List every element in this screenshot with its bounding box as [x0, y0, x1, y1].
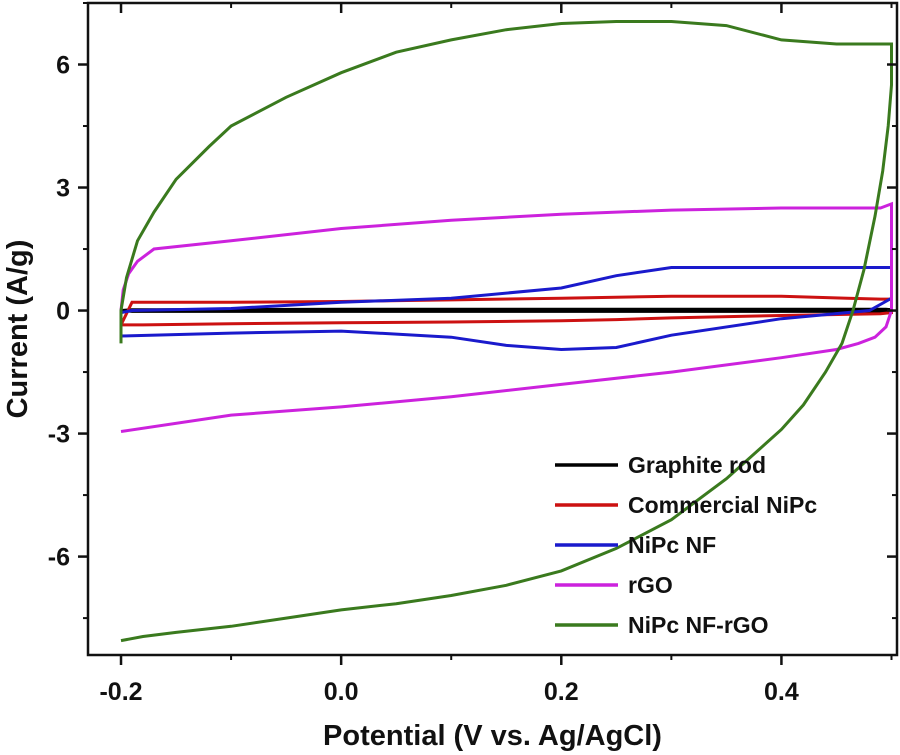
legend-label: Commercial NiPc	[628, 492, 817, 518]
axes: -0.2 0.0 0.2 0.4 -6 -3 0 3 6	[48, 2, 897, 706]
legend-label: Graphite rod	[628, 452, 766, 478]
y-tick-label: 6	[56, 52, 70, 80]
series-line-5	[119, 20, 893, 643]
legend-label: rGO	[628, 572, 673, 598]
x-tick-label: 0.4	[764, 678, 799, 706]
x-tick-label: 0.0	[324, 678, 359, 706]
y-tick-label: -3	[48, 421, 70, 449]
y-tick-label: 3	[56, 175, 70, 203]
y-axis-title: Current (A/g)	[2, 240, 34, 419]
x-tick-label: 0.2	[544, 678, 579, 706]
legend-label: NiPc NF-rGO	[628, 612, 769, 638]
legend-label: NiPc NF	[628, 532, 716, 558]
plot-frame	[86, 1, 899, 657]
series-line-4	[119, 201, 893, 433]
plot-area	[119, 20, 893, 643]
series-line-3	[120, 266, 893, 352]
y-tick-label: 0	[56, 298, 70, 326]
x-axis-title: Potential (V vs. Ag/AgCl)	[323, 720, 662, 752]
y-tick-label: -6	[48, 544, 70, 572]
x-tick-label: -0.2	[99, 678, 142, 706]
legend: Graphite rod Commercial NiPc NiPc NF rGO NiP…	[555, 452, 817, 638]
